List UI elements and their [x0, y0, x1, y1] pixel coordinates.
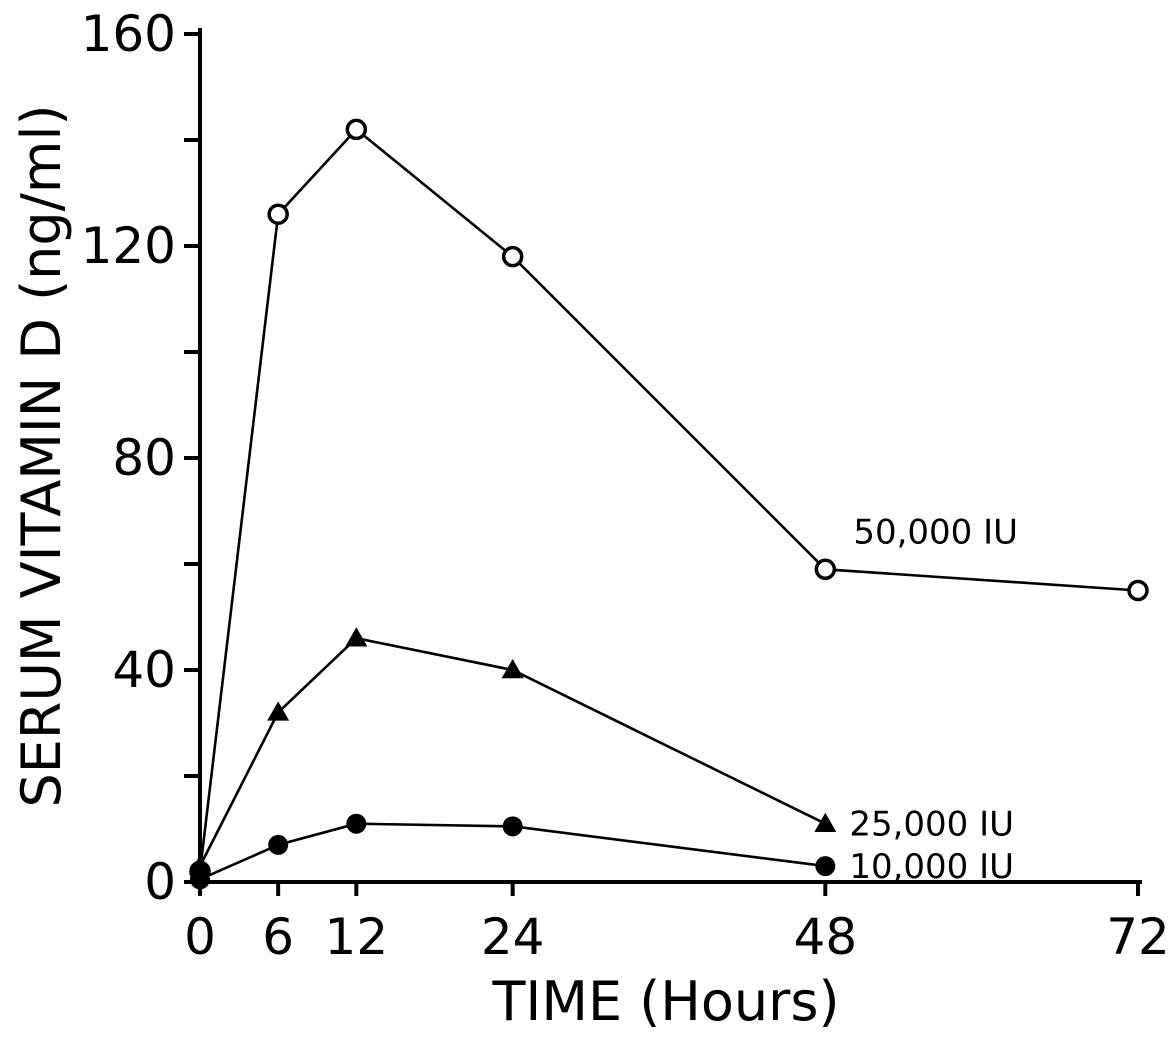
x-tick-label: 0: [184, 908, 216, 966]
y-tick-label: 80: [112, 429, 176, 487]
y-axis-ticks: 0 40 80 120 160: [81, 5, 200, 911]
data-point: [189, 855, 211, 875]
x-tick-label: 48: [794, 908, 858, 966]
series-10-000-iu: 10,000 IU: [190, 813, 1014, 890]
data-point: [501, 245, 524, 268]
data-point: [346, 813, 367, 834]
data-point: [502, 816, 523, 837]
x-tick-label: 6: [262, 908, 294, 966]
series-label: 25,000 IU: [849, 805, 1014, 845]
data-point: [345, 627, 368, 647]
x-tick-label: 24: [481, 908, 545, 966]
data-point: [267, 701, 290, 721]
y-tick-label: 160: [81, 5, 176, 63]
y-tick-label: 40: [112, 641, 176, 699]
data-point: [815, 856, 836, 877]
series-label: 50,000 IU: [853, 512, 1018, 552]
y-tick-label: 0: [144, 853, 176, 911]
series-line: [198, 127, 1139, 872]
data-point: [501, 659, 524, 679]
series-25-000-iu: 25,000 IU: [189, 627, 1014, 875]
data-point: [267, 203, 289, 225]
x-tick-label: 72: [1106, 908, 1170, 966]
x-axis-ticks: 0 6 12 24 48 72: [184, 882, 1170, 966]
data-point: [814, 812, 837, 832]
series-50-000-iu: 50,000 IU: [189, 118, 1149, 883]
data-point: [1127, 579, 1149, 602]
y-axis-title: SERUM VITAMIN D (ng/ml): [10, 104, 73, 807]
data-point: [268, 834, 289, 855]
series-label: 10,000 IU: [849, 847, 1014, 887]
data-point: [345, 118, 368, 141]
data-point: [814, 558, 837, 581]
data-point: [190, 869, 210, 890]
x-axis-title: TIME (Hours): [491, 970, 839, 1033]
x-tick-label: 12: [325, 908, 389, 966]
y-tick-label: 120: [81, 217, 176, 275]
